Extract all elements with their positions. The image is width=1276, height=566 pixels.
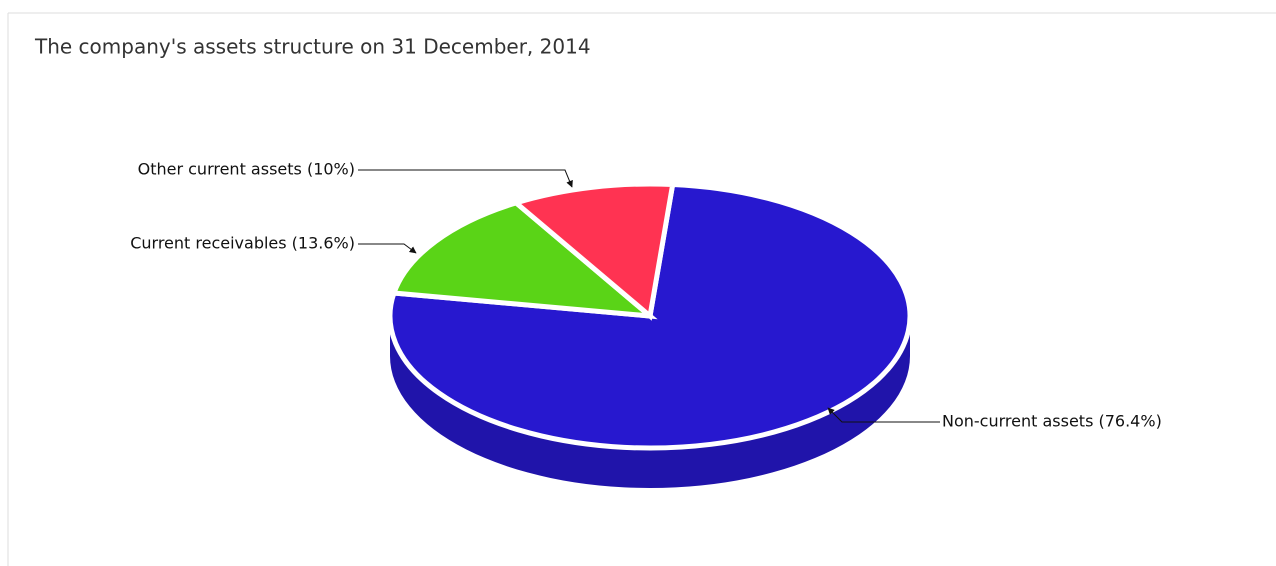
leader-line bbox=[358, 169, 573, 188]
pie bbox=[387, 181, 913, 488]
slice bbox=[510, 181, 676, 321]
chart-title: The company's assets structure on 31 Dec… bbox=[34, 35, 591, 59]
slice-label: Current receivables (13.6%) bbox=[130, 234, 355, 253]
slice bbox=[390, 200, 658, 320]
slice-label: Other current assets (10%) bbox=[138, 160, 355, 179]
slice-side bbox=[390, 316, 910, 488]
leader-line bbox=[827, 407, 940, 423]
slice-label: Non-current assets (76.4%) bbox=[942, 412, 1162, 431]
leader-line bbox=[358, 243, 417, 254]
